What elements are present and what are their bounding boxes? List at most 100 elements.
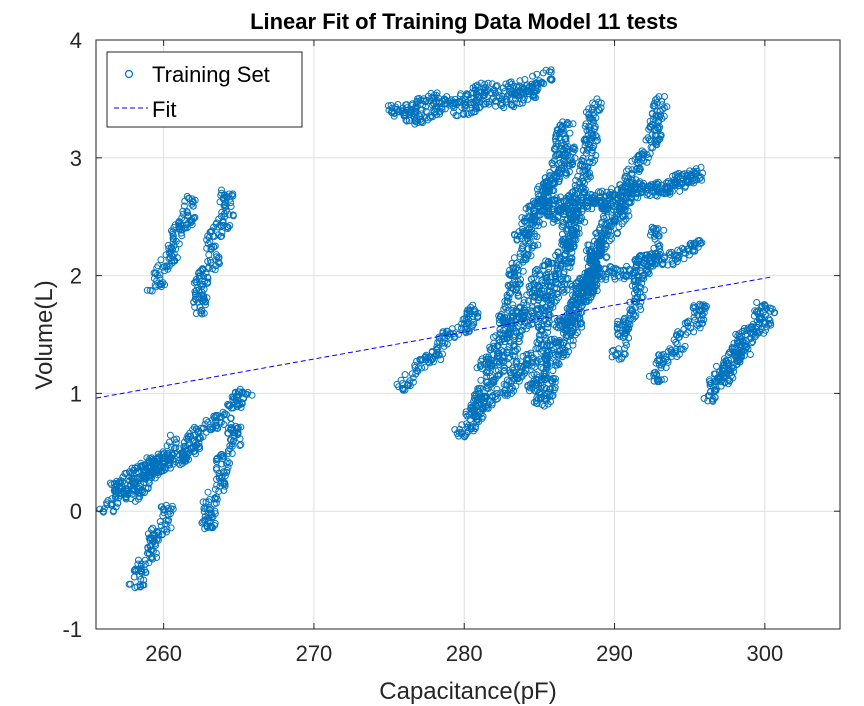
- training-point: [222, 207, 230, 215]
- training-point: [551, 135, 559, 143]
- training-point: [576, 198, 584, 206]
- training-point: [408, 370, 416, 378]
- training-point: [635, 155, 642, 163]
- training-point: [664, 348, 672, 355]
- training-point: [623, 272, 631, 280]
- training-point: [555, 339, 563, 347]
- training-point: [573, 190, 581, 198]
- training-point: [400, 107, 407, 115]
- training-point: [695, 320, 703, 328]
- training-point: [395, 108, 403, 116]
- training-point: [667, 346, 675, 354]
- training-point: [640, 271, 648, 279]
- training-point: [630, 289, 638, 297]
- training-point: [537, 391, 544, 398]
- training-point: [219, 468, 227, 476]
- training-point: [640, 275, 648, 283]
- training-point: [518, 373, 526, 380]
- training-point: [155, 281, 163, 289]
- training-point: [633, 272, 641, 280]
- training-point: [584, 291, 592, 299]
- training-point: [674, 328, 682, 336]
- training-point: [580, 158, 588, 166]
- training-point: [214, 254, 222, 262]
- training-point: [585, 105, 593, 113]
- legend: Training Set Fit: [106, 51, 303, 128]
- training-point: [180, 202, 188, 210]
- training-point: [543, 202, 551, 209]
- training-point: [552, 323, 560, 331]
- training-point: [569, 291, 577, 299]
- training-point: [166, 431, 174, 439]
- training-point: [210, 233, 218, 240]
- training-point: [238, 399, 246, 406]
- training-point: [585, 241, 593, 249]
- training-point: [100, 505, 108, 513]
- training-point: [464, 320, 472, 328]
- x-tick-label: 270: [296, 641, 333, 666]
- training-point: [558, 237, 566, 245]
- training-point: [556, 346, 564, 354]
- training-point: [503, 376, 511, 384]
- training-point: [463, 420, 471, 428]
- training-point: [223, 223, 231, 231]
- training-point: [113, 477, 121, 485]
- training-point: [486, 361, 494, 369]
- training-point: [477, 376, 485, 384]
- training-point: [486, 388, 494, 396]
- training-point: [498, 100, 506, 107]
- training-point: [542, 334, 550, 342]
- training-point: [474, 309, 482, 317]
- training-point: [482, 368, 490, 376]
- training-point: [567, 197, 575, 205]
- training-point: [581, 188, 589, 196]
- training-point: [544, 187, 551, 195]
- training-point: [154, 528, 162, 536]
- training-point: [528, 320, 536, 328]
- training-point: [643, 158, 651, 166]
- training-point: [599, 238, 607, 246]
- training-point: [524, 356, 532, 364]
- training-point: [218, 186, 225, 194]
- training-point: [552, 142, 560, 150]
- training-point: [226, 459, 234, 467]
- x-tick-label: 260: [145, 641, 182, 666]
- training-point: [532, 397, 540, 405]
- training-point: [628, 169, 636, 177]
- training-point: [477, 410, 485, 418]
- training-point: [185, 433, 193, 441]
- training-point: [168, 257, 175, 265]
- training-point: [516, 100, 524, 108]
- training-point: [553, 169, 561, 177]
- training-point: [624, 165, 632, 173]
- training-point: [167, 510, 174, 518]
- training-point: [402, 116, 410, 124]
- training-point: [608, 235, 615, 243]
- training-point: [536, 290, 544, 298]
- training-point: [683, 171, 691, 179]
- training-point: [488, 399, 496, 407]
- training-point: [471, 86, 479, 93]
- training-point: [554, 280, 562, 288]
- training-point: [662, 179, 670, 187]
- training-set-series: [96, 66, 779, 592]
- training-point: [597, 104, 605, 112]
- training-point: [561, 346, 569, 354]
- training-point: [536, 345, 544, 353]
- training-point: [190, 298, 198, 306]
- training-point: [541, 208, 549, 216]
- training-point: [148, 287, 156, 295]
- training-point: [712, 385, 720, 393]
- training-point: [569, 312, 577, 320]
- training-point: [171, 257, 179, 265]
- training-point: [517, 369, 525, 377]
- training-point: [653, 376, 661, 384]
- training-point: [153, 536, 161, 543]
- training-point: [546, 385, 553, 393]
- training-point: [692, 165, 700, 173]
- training-point: [500, 315, 508, 323]
- training-point: [207, 505, 215, 513]
- training-point: [535, 331, 543, 339]
- training-point: [236, 442, 244, 449]
- training-point: [117, 479, 124, 487]
